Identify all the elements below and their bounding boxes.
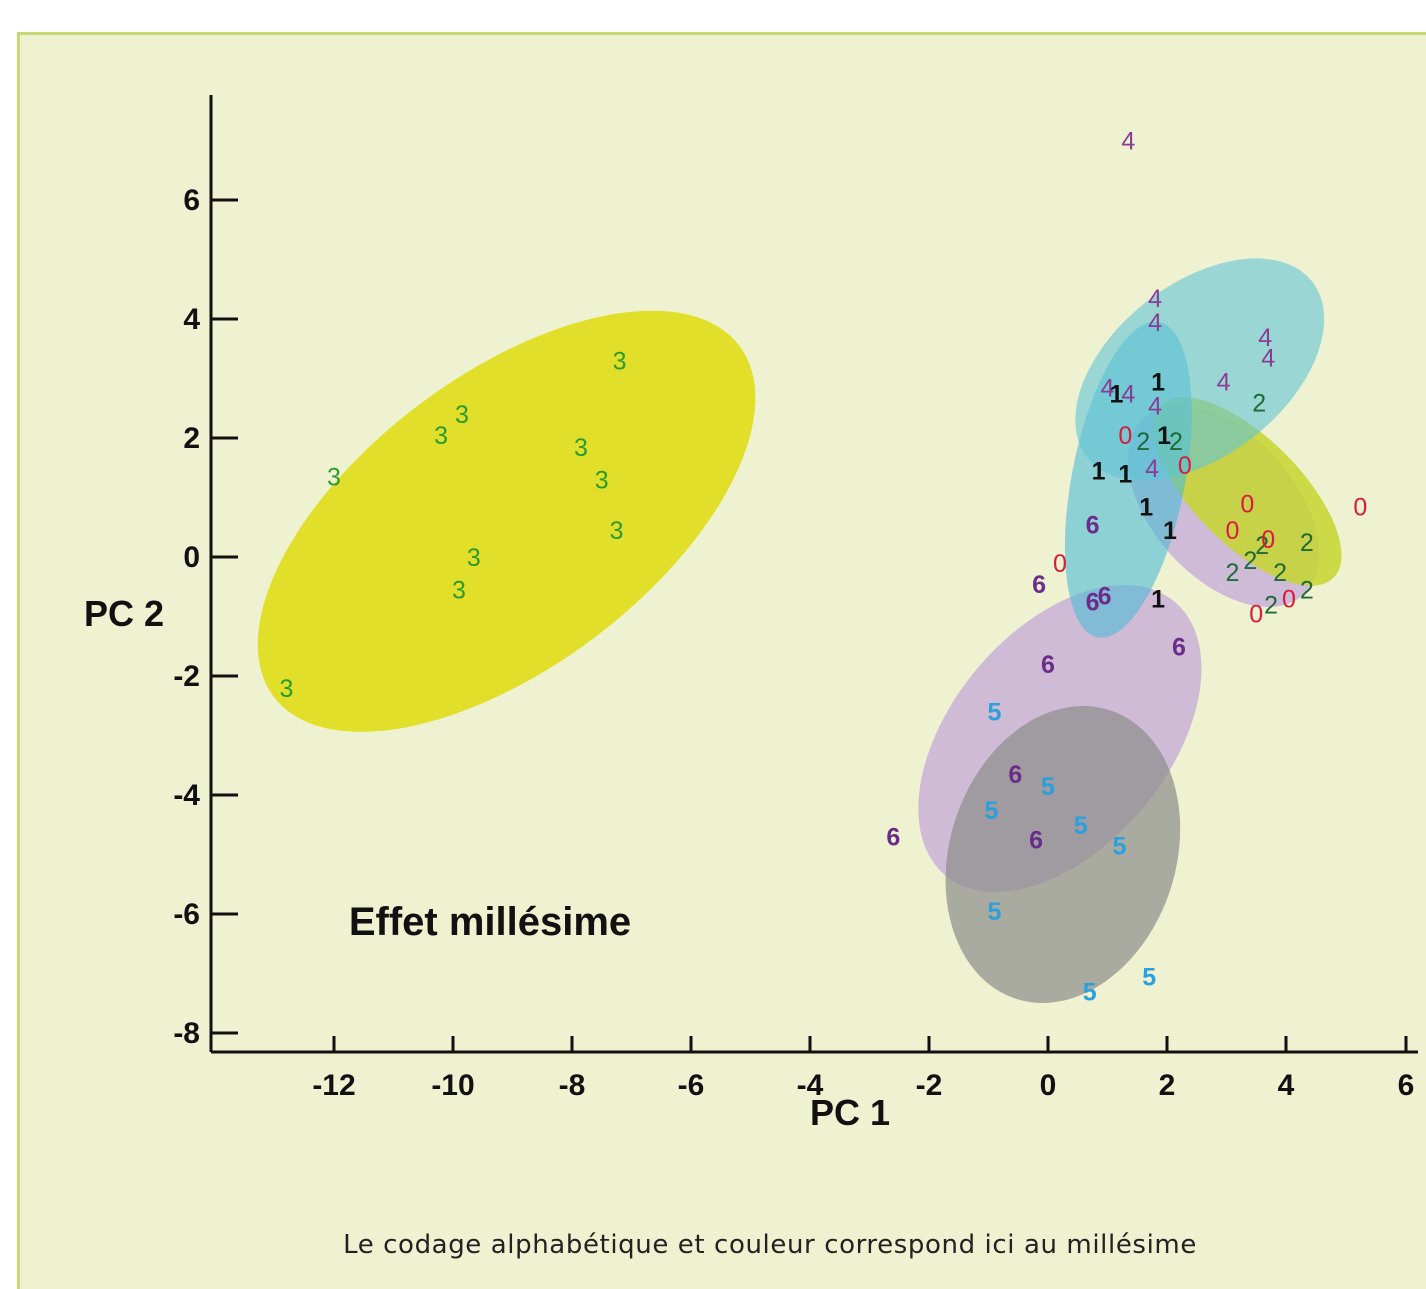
data-point-1: 1 [1157,422,1171,450]
data-point-5: 5 [1142,963,1156,991]
data-point-3: 3 [595,467,609,495]
data-point-4: 4 [1101,374,1115,402]
x-tick-label: -4 [797,1069,824,1102]
data-point-1: 1 [1163,517,1177,545]
data-point-2: 2 [1300,577,1314,605]
data-point-0: 0 [1240,490,1254,518]
data-point-4: 4 [1261,345,1275,373]
ellipse-group-4 [1075,258,1325,481]
x-tick-label: 4 [1278,1069,1295,1102]
data-point-3: 3 [327,464,341,492]
x-axis-label: PC 1 [810,1092,890,1133]
y-tick-label: 6 [183,184,200,217]
data-point-0: 0 [1225,517,1239,545]
data-point-5: 5 [1041,773,1055,801]
y-tick-label: 4 [183,303,200,336]
data-point-1: 1 [1151,368,1165,396]
data-point-0: 0 [1053,550,1067,578]
data-point-4: 4 [1148,392,1162,420]
data-point-5: 5 [987,699,1001,727]
y-tick-label: 2 [183,422,200,455]
data-point-1: 1 [1151,586,1165,614]
data-point-3: 3 [613,348,627,376]
ellipse-group-5 [945,706,1181,1003]
data-point-0: 0 [1249,601,1263,629]
data-point-0: 0 [1261,526,1275,554]
data-point-1: 1 [1109,380,1123,408]
data-point-2: 2 [1169,428,1183,456]
chart-annotation: Effet millésime [349,900,631,944]
data-point-4: 4 [1148,285,1162,313]
x-tick-label: 2 [1159,1069,1176,1102]
ellipse-group-3 [257,310,756,732]
data-point-0: 0 [1118,422,1132,450]
y-tick-label: -6 [173,898,200,931]
y-axis-label: PC 2 [84,593,164,634]
data-point-4: 4 [1145,455,1159,483]
data-point-0: 0 [1282,586,1296,614]
x-tick-label: 6 [1398,1069,1415,1102]
data-point-6: 6 [1086,511,1100,539]
data-point-5: 5 [1083,978,1097,1006]
data-point-4: 4 [1121,380,1135,408]
data-point-5: 5 [985,797,999,825]
confidence-ellipses [257,258,1342,1003]
x-tick-label: -6 [678,1069,705,1102]
data-point-3: 3 [279,675,293,703]
data-point-2: 2 [1243,547,1257,575]
data-point-4: 4 [1121,128,1135,156]
x-tick-label: -12 [312,1069,355,1102]
data-point-6: 6 [1008,761,1022,789]
data-point-3: 3 [610,517,624,545]
data-point-2: 2 [1136,428,1150,456]
figure-caption: Le codage alphabétique et couleur corres… [343,1230,1197,1260]
data-point-2: 2 [1273,559,1287,587]
data-point-2: 2 [1300,529,1314,557]
data-point-3: 3 [434,422,448,450]
y-tick-label: -8 [173,1017,200,1050]
data-point-6: 6 [886,824,900,852]
x-tick-label: -8 [559,1069,586,1102]
data-point-4: 4 [1258,324,1272,352]
data-point-2: 2 [1225,559,1239,587]
data-point-3: 3 [467,544,481,572]
x-tick-label: 0 [1040,1069,1057,1102]
data-point-3: 3 [452,577,466,605]
y-tick-label: -2 [173,660,200,693]
data-point-1: 1 [1139,493,1153,521]
data-point-0: 0 [1353,493,1367,521]
y-tick-label: 0 [183,541,200,574]
data-point-6: 6 [1041,651,1055,679]
data-point-1: 1 [1118,461,1132,489]
data-point-6: 6 [1029,827,1043,855]
data-point-5: 5 [1074,812,1088,840]
x-tick-label: -2 [916,1069,943,1102]
data-point-5: 5 [1112,833,1126,861]
data-point-1: 1 [1092,458,1106,486]
y-tick-label: -4 [173,779,200,812]
data-point-4: 4 [1148,309,1162,337]
data-point-6: 6 [1098,583,1112,611]
data-point-6: 6 [1172,633,1186,661]
data-point-2: 2 [1264,592,1278,620]
data-point-4: 4 [1217,368,1231,396]
data-point-2: 2 [1252,389,1266,417]
data-point-6: 6 [1086,589,1100,617]
x-tick-label: -10 [431,1069,474,1102]
data-point-2: 2 [1255,532,1269,560]
data-point-6: 6 [1032,571,1046,599]
data-point-3: 3 [455,401,469,429]
data-point-0: 0 [1178,452,1192,480]
data-point-5: 5 [987,898,1001,926]
data-point-3: 3 [574,434,588,462]
